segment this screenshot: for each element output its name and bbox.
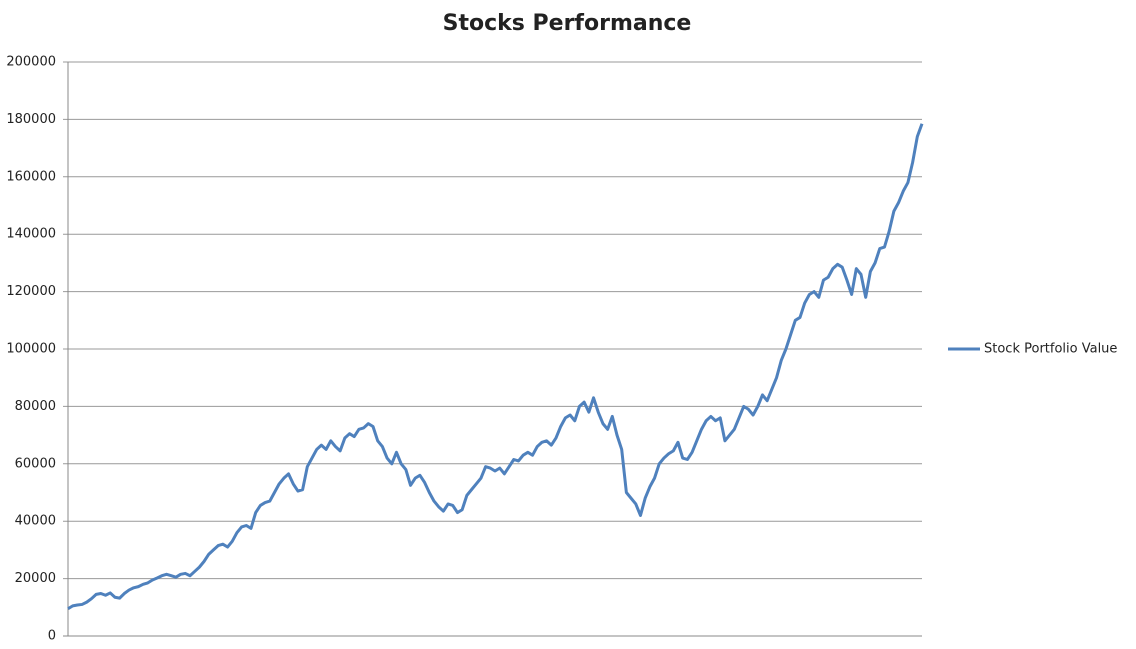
y-tick-label: 0 <box>48 629 56 644</box>
y-tick-label: 60000 <box>15 456 56 471</box>
y-tick-label: 20000 <box>15 571 56 586</box>
y-tick-label: 160000 <box>6 169 56 184</box>
y-tick-label: 100000 <box>6 342 56 357</box>
y-tick-label: 140000 <box>6 227 56 242</box>
chart-title: Stocks Performance <box>443 11 692 36</box>
y-tick-label: 120000 <box>6 284 56 299</box>
y-tick-label: 180000 <box>6 112 56 127</box>
y-tick-label: 40000 <box>15 514 56 529</box>
line-series <box>67 123 924 611</box>
y-tick-label: 80000 <box>15 399 56 414</box>
y-tick-label: 200000 <box>6 55 56 70</box>
legend-label: Stock Portfolio Value <box>984 342 1117 357</box>
